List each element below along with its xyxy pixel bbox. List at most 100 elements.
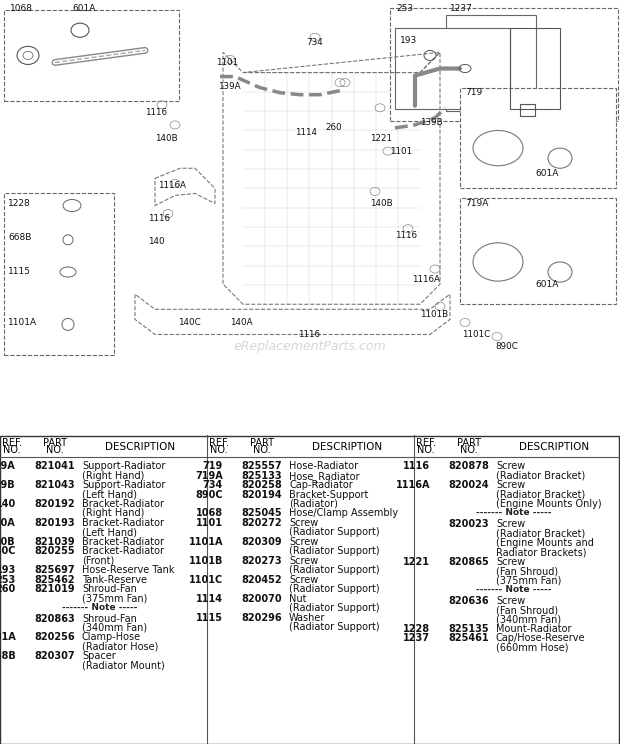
Text: 1116: 1116: [148, 214, 170, 223]
Text: 820307: 820307: [34, 652, 75, 661]
Text: 820863: 820863: [34, 614, 75, 623]
Text: Hose_Radiator: Hose_Radiator: [289, 471, 360, 481]
Text: Screw: Screw: [289, 574, 318, 585]
Text: 140B: 140B: [370, 199, 392, 208]
Text: (Radiator Mount): (Radiator Mount): [82, 661, 165, 671]
Text: 1116: 1116: [403, 461, 430, 471]
Text: 253: 253: [0, 574, 16, 585]
Text: ------- Note -----: ------- Note -----: [62, 603, 138, 612]
Text: 719A: 719A: [465, 199, 489, 208]
Text: 890C: 890C: [495, 342, 518, 351]
Text: Bracket-Radiator: Bracket-Radiator: [82, 518, 164, 528]
Text: 820255: 820255: [34, 546, 75, 557]
Text: ------- Note -----: ------- Note -----: [476, 508, 552, 517]
Text: (Radiator Support): (Radiator Support): [289, 565, 379, 575]
Text: Nut: Nut: [289, 594, 306, 603]
Text: 1237: 1237: [403, 633, 430, 644]
Text: 1116: 1116: [298, 330, 320, 339]
Text: Screw: Screw: [496, 480, 525, 490]
Text: 820024: 820024: [448, 480, 489, 490]
Text: 820452: 820452: [241, 574, 282, 585]
Text: (Radiator Support): (Radiator Support): [289, 527, 379, 537]
Text: (Fan Shroud): (Fan Shroud): [496, 605, 558, 615]
Text: 1101B: 1101B: [188, 556, 223, 565]
Text: 1101A: 1101A: [8, 318, 37, 327]
Text: 140C: 140C: [178, 318, 201, 327]
Text: PART: PART: [43, 438, 67, 448]
Text: Screw: Screw: [496, 461, 525, 471]
Text: 820023: 820023: [448, 519, 489, 529]
Text: Bracket-Radiator: Bracket-Radiator: [82, 546, 164, 557]
Text: PART: PART: [457, 438, 481, 448]
Text: 820192: 820192: [34, 499, 75, 509]
Bar: [4, 10, 179, 100]
Text: 601A: 601A: [0, 632, 16, 643]
Text: NO.: NO.: [210, 445, 228, 455]
Text: (Right Hand): (Right Hand): [82, 508, 144, 519]
Text: 140B: 140B: [155, 133, 177, 143]
Text: 821043: 821043: [34, 480, 75, 490]
Text: 1114: 1114: [295, 129, 317, 138]
Text: 1228: 1228: [403, 624, 430, 634]
Text: 140: 140: [0, 499, 16, 509]
Text: (Fan Shroud): (Fan Shroud): [496, 566, 558, 576]
Text: 890C: 890C: [195, 490, 223, 499]
Text: Tank-Reserve: Tank-Reserve: [82, 574, 147, 585]
Text: 825462: 825462: [34, 574, 75, 585]
Text: 719: 719: [465, 89, 482, 97]
Text: ------- Note -----: ------- Note -----: [476, 585, 552, 594]
Bar: [395, 28, 510, 109]
Text: 820070: 820070: [241, 594, 282, 603]
Text: 719: 719: [203, 461, 223, 471]
Text: 825135: 825135: [448, 624, 489, 634]
Text: Cap/Hose-Reserve: Cap/Hose-Reserve: [496, 633, 585, 644]
Text: 1101: 1101: [196, 518, 223, 528]
Text: 1101A: 1101A: [188, 537, 223, 547]
Text: (340mm Fan): (340mm Fan): [82, 623, 147, 633]
Text: Radiator Brackets): Radiator Brackets): [496, 548, 587, 557]
Text: 193: 193: [400, 36, 417, 45]
Text: (340mm Fan): (340mm Fan): [496, 615, 561, 624]
Text: Hose/Clamp Assembly: Hose/Clamp Assembly: [289, 508, 398, 519]
Text: 820272: 820272: [241, 518, 282, 528]
Bar: [460, 88, 616, 188]
Text: Spacer: Spacer: [82, 652, 116, 661]
Text: eReplacementParts.com: eReplacementParts.com: [234, 340, 386, 353]
Text: 1237: 1237: [450, 4, 473, 13]
Text: (Radiator Support): (Radiator Support): [289, 622, 379, 632]
Text: (Engine Mounts and: (Engine Mounts and: [496, 538, 594, 548]
Text: 668B: 668B: [8, 234, 32, 243]
Text: 260: 260: [325, 124, 342, 132]
Text: 601A: 601A: [535, 280, 559, 289]
Text: Shroud-Fan: Shroud-Fan: [82, 614, 137, 623]
Text: 734: 734: [306, 38, 323, 47]
Text: Shroud-Fan: Shroud-Fan: [82, 584, 137, 594]
Text: 1221: 1221: [370, 133, 392, 143]
Bar: [390, 8, 618, 121]
Text: NO.: NO.: [46, 445, 64, 455]
Text: 1221: 1221: [403, 557, 430, 567]
Text: 820273: 820273: [241, 556, 282, 565]
Text: DESCRIPTION: DESCRIPTION: [519, 442, 589, 452]
Text: 139A: 139A: [0, 461, 16, 471]
Bar: [446, 15, 536, 111]
Text: Screw: Screw: [289, 518, 318, 528]
Text: 1116A: 1116A: [396, 480, 430, 490]
Text: NO.: NO.: [253, 445, 271, 455]
Text: (660mm Hose): (660mm Hose): [496, 643, 569, 653]
Text: 1116: 1116: [395, 231, 417, 240]
Text: 1101: 1101: [216, 58, 238, 67]
Text: 601A: 601A: [535, 169, 559, 178]
Text: Screw: Screw: [289, 537, 318, 547]
Text: (Radiator Support): (Radiator Support): [289, 546, 379, 557]
Text: 719A: 719A: [195, 471, 223, 481]
Text: 820258: 820258: [241, 480, 282, 490]
Text: 139B: 139B: [420, 118, 443, 127]
Text: 253: 253: [396, 4, 413, 13]
Text: Hose-Reserve Tank: Hose-Reserve Tank: [82, 565, 174, 575]
Text: DESCRIPTION: DESCRIPTION: [312, 442, 382, 452]
Text: (Radiator Bracket): (Radiator Bracket): [496, 471, 585, 481]
Text: Support-Radiator: Support-Radiator: [82, 461, 166, 471]
Text: 820194: 820194: [241, 490, 282, 499]
Text: 140: 140: [148, 237, 165, 246]
